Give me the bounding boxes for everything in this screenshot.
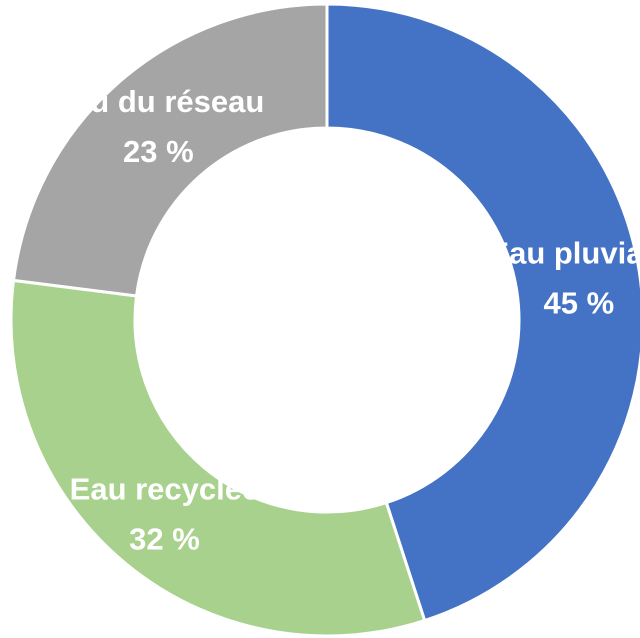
donut-segment (11, 2, 329, 298)
donut-segment (9, 278, 427, 638)
donut-segment (325, 2, 640, 623)
segment-value-label: 45 % (544, 285, 615, 320)
segment-label: Eau recyclée (70, 472, 260, 507)
segment-label: Eau du réseau (52, 84, 264, 119)
segment-label: Eau pluviale (488, 235, 640, 270)
segment-value-label: 23 % (123, 134, 194, 169)
segment-value-label: 32 % (129, 522, 200, 557)
